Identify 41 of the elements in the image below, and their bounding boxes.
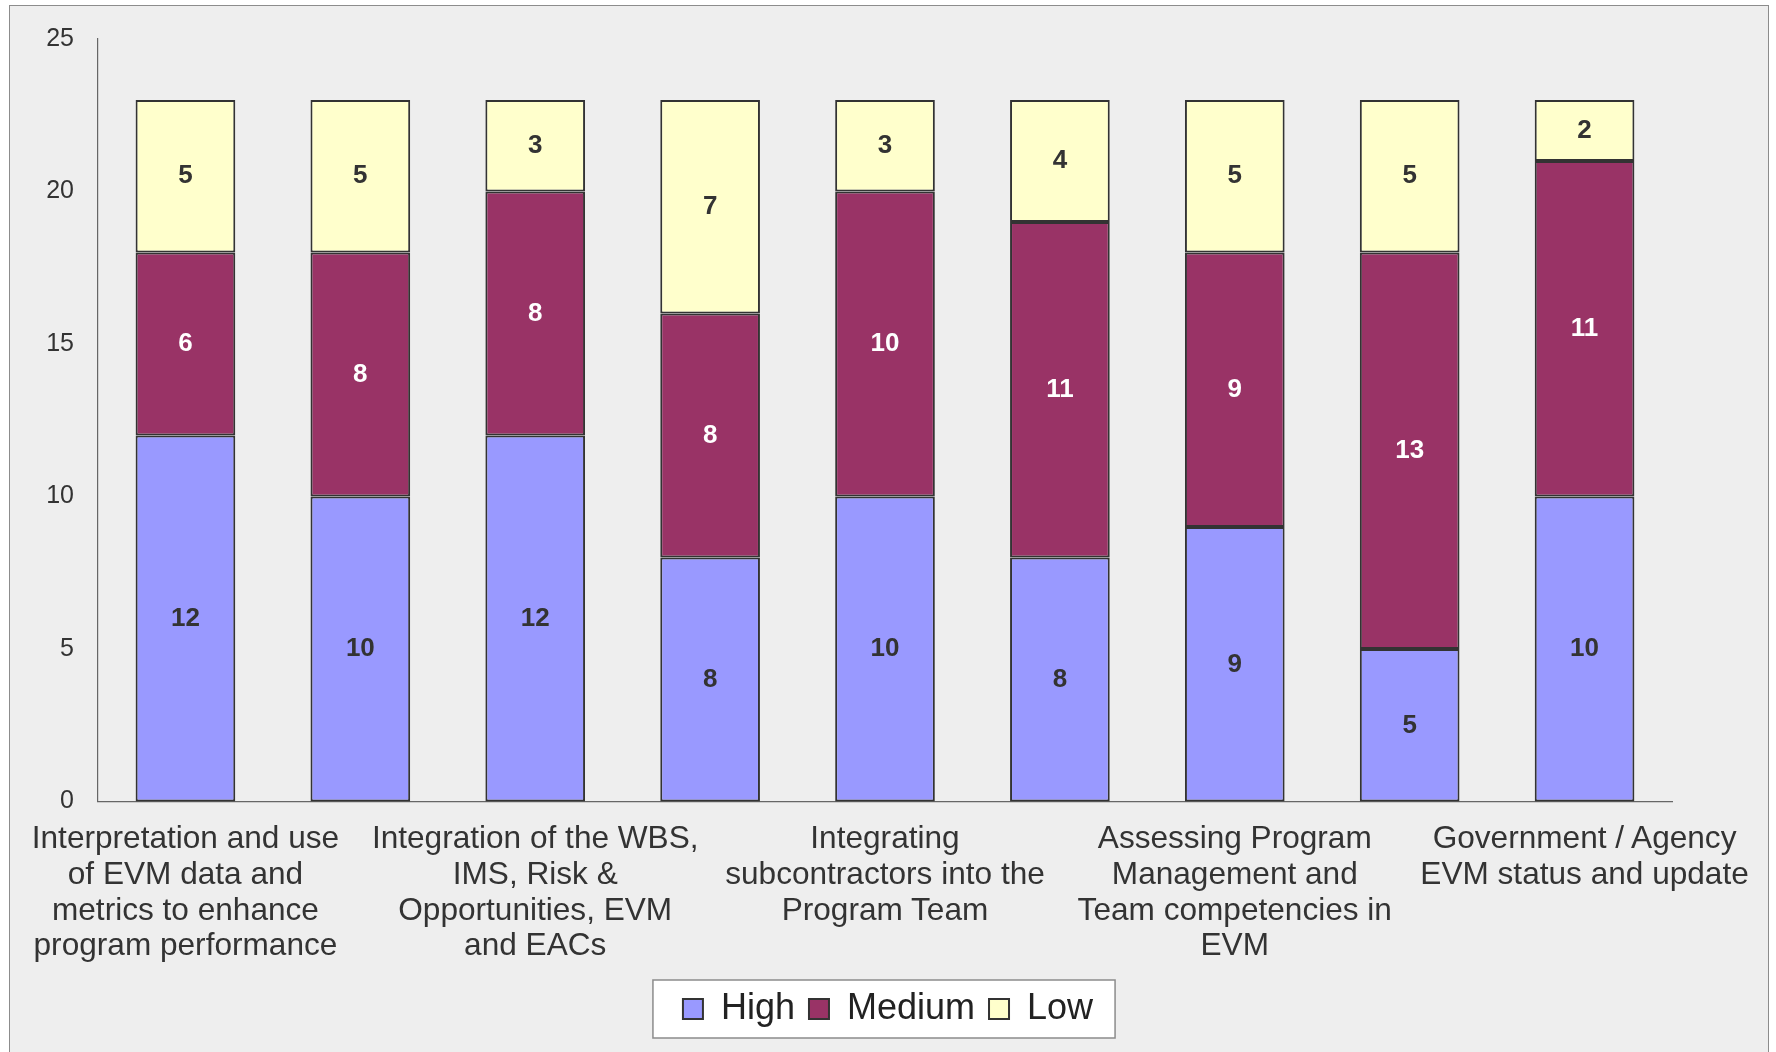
- data-label: 5: [353, 159, 368, 190]
- data-label: 8: [702, 418, 718, 449]
- legend-label: Low: [1027, 985, 1095, 1027]
- data-label: 8: [527, 296, 543, 327]
- x-tick-label: Assessing Program Management and Team competencies in EVM: [1077, 819, 1392, 963]
- data-label: 8: [702, 662, 718, 693]
- y-tick-label: 20: [46, 175, 74, 204]
- y-tick-label: 15: [46, 327, 74, 356]
- data-label: 9: [1227, 372, 1243, 403]
- x-tick-label: Integrating subcontractors into the Program Team: [725, 819, 1045, 927]
- data-label: 9: [1227, 647, 1243, 678]
- data-label: 13: [1395, 433, 1425, 464]
- data-label: 10: [345, 632, 375, 663]
- data-label: 8: [1052, 662, 1068, 693]
- data-label: 5: [1402, 708, 1417, 739]
- data-label: 7: [702, 189, 718, 220]
- data-label: 5: [1402, 159, 1417, 190]
- data-label: 8: [353, 357, 368, 388]
- data-label: 4: [1052, 144, 1068, 175]
- x-tick-label: Government / Agency EVM status and update: [1420, 819, 1749, 891]
- x-tick-label: Interpretation and use of EVM data and metrics to enhance program performance: [31, 819, 340, 963]
- y-tick-label: 25: [46, 22, 74, 51]
- legend-label: High: [720, 985, 795, 1027]
- data-label: 10: [870, 632, 900, 663]
- data-label: 5: [178, 159, 193, 190]
- data-label: 11: [1046, 372, 1074, 403]
- data-label: 12: [520, 601, 550, 632]
- data-label: 12: [170, 601, 200, 632]
- data-label: 10: [1570, 632, 1600, 663]
- data-label: 3: [877, 128, 893, 159]
- data-label: 5: [1227, 159, 1243, 190]
- data-label: 11: [1570, 311, 1599, 342]
- y-tick-label: 0: [60, 785, 74, 814]
- legend-label: Medium: [846, 985, 976, 1027]
- y-tick-label: 10: [46, 480, 74, 509]
- data-label: 2: [1577, 113, 1592, 144]
- data-label: 6: [178, 327, 193, 358]
- data-label: 10: [870, 327, 900, 358]
- y-tick-label: 5: [60, 632, 74, 661]
- data-label: 3: [527, 128, 543, 159]
- x-tick-label: Integration of the WBS, IMS, Risk & Opportunities, EVM and EACs: [371, 819, 699, 963]
